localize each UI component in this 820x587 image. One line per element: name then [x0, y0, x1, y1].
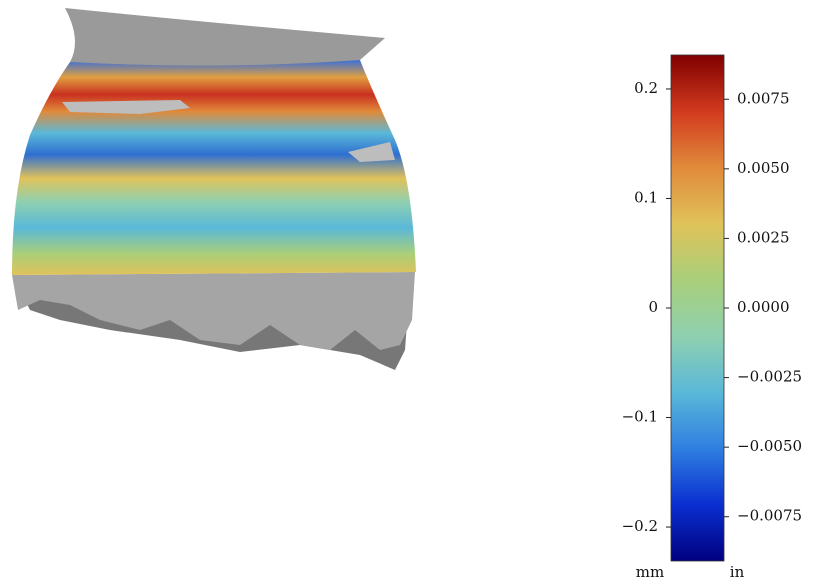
y2-tick-label: 0.0025	[737, 228, 790, 246]
hole	[348, 142, 395, 162]
y-tick-label: 0.2	[634, 79, 658, 97]
y2-tick-label: 0.0000	[737, 298, 790, 316]
y2-tick-label: 0.0050	[737, 159, 790, 177]
collar	[65, 8, 385, 66]
y2-axis-label: in	[730, 563, 745, 581]
hole	[62, 100, 190, 114]
y2-tick-label: −0.0075	[737, 507, 802, 525]
y2-tick-label: −0.0050	[737, 437, 802, 455]
y-tick-label: −0.1	[622, 408, 658, 426]
y-tick-label: 0	[648, 298, 658, 316]
y-tick-label: 0.1	[634, 188, 658, 206]
y2-tick-label: 0.0075	[737, 89, 790, 107]
skirt	[12, 272, 415, 350]
y-axis-label: mm	[636, 563, 664, 581]
surface-model	[12, 8, 416, 370]
colorbar	[670, 54, 725, 562]
body	[12, 60, 416, 275]
y-tick-label: −0.2	[622, 517, 658, 535]
y2-tick-label: −0.0025	[737, 368, 802, 386]
